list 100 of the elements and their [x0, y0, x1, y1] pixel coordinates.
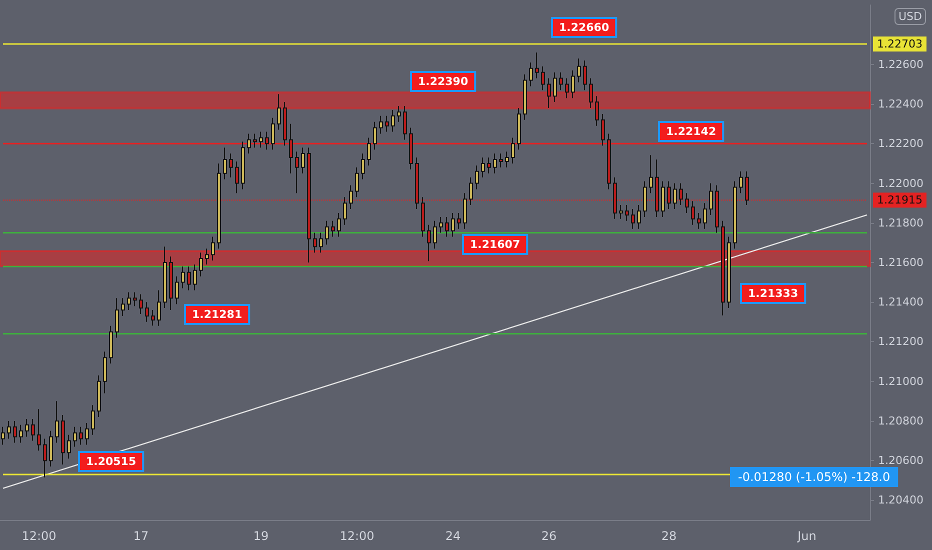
candlestick [541, 66, 545, 91]
candlestick [49, 430, 53, 468]
candlestick [151, 310, 155, 326]
candlestick [667, 180, 671, 210]
candlestick [559, 72, 563, 91]
candlestick [163, 246, 167, 309]
candlestick [451, 212, 455, 238]
candlestick [247, 133, 251, 154]
candlestick [7, 420, 11, 440]
candlestick [661, 180, 665, 218]
candlestick [709, 182, 713, 216]
candlestick [409, 127, 413, 170]
y-tick-label: 1.21200 [878, 335, 924, 348]
annotation: 1.22390 [418, 75, 468, 88]
candlestick [217, 162, 221, 250]
candlestick [31, 418, 35, 442]
candlestick [133, 292, 137, 307]
candlestick [241, 141, 245, 190]
candlestick [457, 212, 461, 230]
candlestick [571, 70, 575, 99]
y-tick-label: 1.21800 [878, 216, 924, 230]
candlestick [679, 182, 683, 206]
candlestick [199, 252, 203, 277]
candlestick [181, 266, 185, 289]
candlestick [355, 166, 359, 198]
candlestick [439, 216, 443, 234]
candlestick [361, 153, 365, 180]
candlestick [595, 96, 599, 126]
candlestick [505, 151, 509, 168]
x-tick-label: 24 [445, 529, 461, 543]
candlestick [511, 137, 515, 164]
candlestick [403, 106, 407, 140]
candlestick [121, 298, 125, 316]
annotation: 1.22142 [666, 125, 716, 138]
candlestick [97, 374, 101, 418]
annotation: -0.01280 (-1.05%) -128.0 [738, 470, 890, 484]
candlestick [67, 434, 71, 460]
candlestick [331, 220, 335, 238]
candlestick [631, 208, 635, 230]
candlestick [61, 414, 65, 466]
candlestick [337, 212, 341, 238]
annotation: 1.21281 [192, 308, 242, 321]
annotation: 1.21607 [470, 238, 520, 251]
candlestick [319, 232, 323, 254]
x-tick-label: 12:00 [340, 529, 374, 543]
candlestick [481, 157, 485, 178]
candlestick [313, 232, 317, 254]
x-tick-label: Jun [796, 529, 816, 543]
candlestick [145, 302, 149, 322]
candlestick [691, 200, 695, 226]
candlestick [739, 170, 743, 194]
candlestick [697, 212, 701, 230]
candlestick [415, 157, 419, 210]
candlestick [109, 325, 113, 364]
candlestick [493, 153, 497, 174]
y-tick-label: 1.21600 [878, 256, 924, 269]
y-tick-label: 1.20600 [878, 454, 924, 468]
candlestick [367, 137, 371, 166]
candlestick [349, 184, 353, 210]
candlestick [529, 62, 533, 87]
candlestick [685, 192, 689, 214]
candlestick [253, 133, 257, 148]
candlestick [139, 294, 143, 314]
candlestick [583, 60, 587, 91]
candlestick [577, 58, 581, 83]
candlestick [73, 426, 77, 448]
candlestick [619, 204, 623, 220]
candlestick [115, 298, 119, 338]
candlestick [397, 106, 401, 122]
candlestick [463, 192, 467, 230]
candlestick [601, 113, 605, 146]
candlestick [103, 351, 107, 394]
candlestick [85, 422, 89, 446]
y-tick-label: 1.21400 [878, 296, 924, 309]
candlestick [169, 256, 173, 311]
candlestick [421, 196, 425, 238]
text: USD [898, 10, 922, 23]
candlestick [517, 108, 521, 150]
candlestick [25, 418, 29, 438]
candlestick [673, 182, 677, 210]
candlestick [499, 153, 503, 168]
candlestick [649, 154, 653, 194]
x-tick-label: 26 [541, 529, 557, 543]
candlestick [157, 290, 161, 326]
ref-line-label: 1.22703 [877, 38, 922, 51]
y-tick-label: 1.22400 [878, 98, 924, 111]
candlestick [187, 266, 191, 291]
candlestick [127, 292, 131, 311]
candlestick [553, 72, 557, 103]
y-tick-label: 1.22600 [878, 58, 924, 71]
y-tick-label: 1.22200 [878, 137, 924, 150]
x-tick-label: 28 [661, 529, 677, 543]
candlestick [325, 220, 329, 246]
candlestick [733, 180, 737, 250]
candlestick [469, 176, 473, 206]
ref-line-label: 1.21915 [877, 194, 922, 207]
candlestick [223, 147, 227, 180]
candlestick [427, 224, 431, 262]
y-tick-label: 1.21000 [878, 374, 924, 388]
candlestick [385, 115, 389, 132]
